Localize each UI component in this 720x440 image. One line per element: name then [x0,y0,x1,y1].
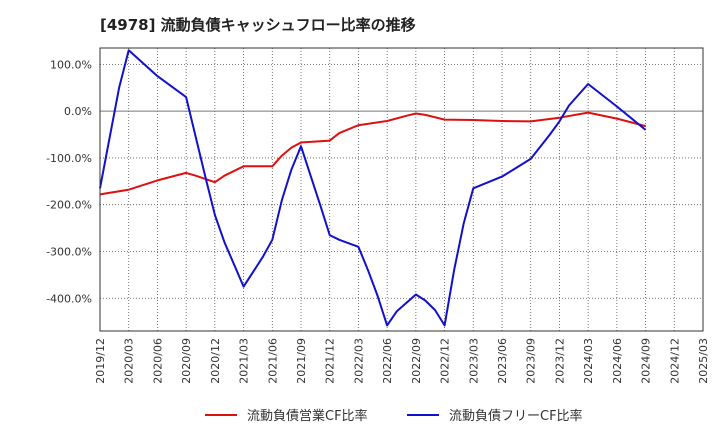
chart-title: [4978] 流動負債キャッシュフロー比率の推移 [100,16,416,34]
legend-label-1: 流動負債営業CF比率 [247,408,368,424]
x-tick-label: 2022/06 [381,338,394,384]
series-line-2 [99,49,647,327]
legend-label-2: 流動負債フリーCF比率 [449,408,583,424]
y-tick-label: -200.0% [46,199,92,212]
axes: 2019/12 2020/03 2020/06 2020/09 2020/12 2021/… [46,47,710,384]
grid [100,48,703,331]
plot-border [99,47,704,332]
x-tick-label: 2021/12 [324,338,337,384]
x-tick-label: 2020/03 [123,338,136,384]
x-tick-label: 2023/09 [525,338,538,384]
x-tick-label: 2022/12 [439,338,452,384]
y-tick-label: -300.0% [46,245,92,258]
series-line-1 [99,111,646,196]
y-tick-label: -400.0% [46,292,92,305]
y-tick-label: 100.0% [50,58,92,71]
x-tick-label: 2022/03 [352,338,365,384]
series-lines [99,49,647,327]
x-tick-label: 2024/06 [611,338,624,384]
x-tick-label: 2023/03 [467,338,480,384]
x-tick-label: 2020/06 [151,338,164,384]
y-tick-label: -100.0% [46,152,92,165]
x-tick-label: 2023/12 [553,338,566,384]
x-tick-label: 2024/09 [640,338,653,384]
plot-area [100,48,703,331]
x-tick-label: 2024/12 [668,338,681,384]
x-tick-label: 2020/12 [209,338,222,384]
y-tick-label: 0.0% [64,105,92,118]
legend: 流動負債営業CF比率 流動負債フリーCF比率 [205,408,583,424]
x-tick-label: 2021/06 [266,338,279,384]
x-tick-label: 2020/09 [180,338,193,384]
x-tick-label: 2021/09 [295,338,308,384]
x-tick-label: 2022/09 [410,338,423,384]
x-tick-label: 2025/03 [697,338,710,384]
x-tick-label: 2024/03 [582,338,595,384]
x-tick-label: 2023/06 [496,338,509,384]
x-tick-label: 2019/12 [94,338,107,384]
x-tick-label: 2021/03 [238,338,251,384]
